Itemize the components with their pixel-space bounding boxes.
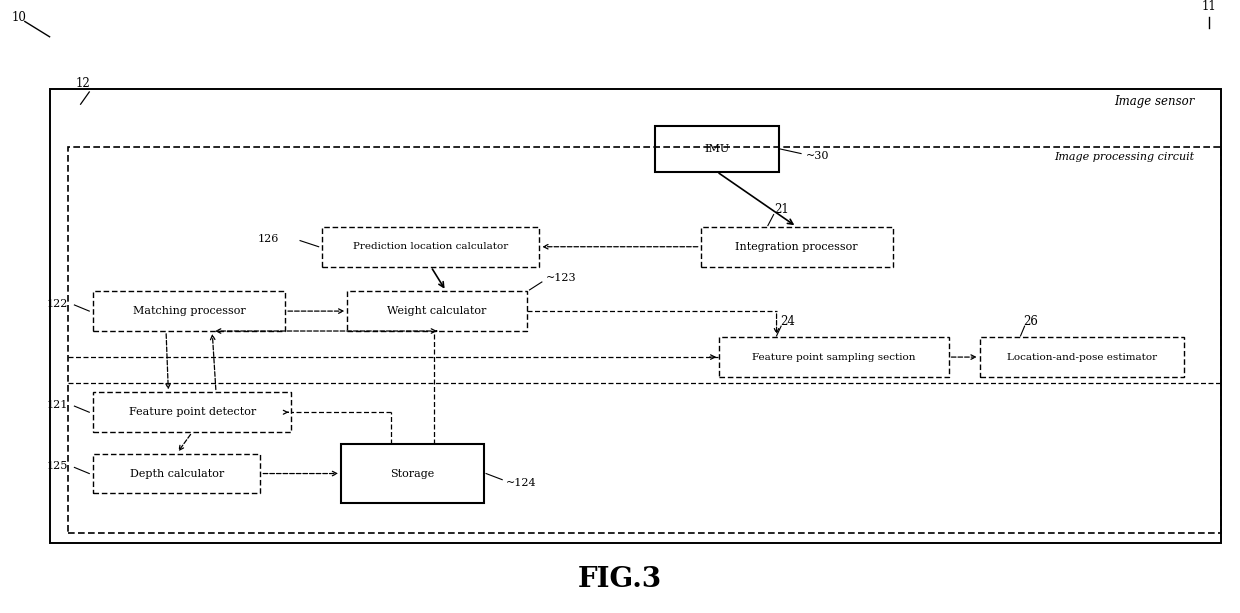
Text: Image sensor: Image sensor xyxy=(1114,95,1194,108)
Bar xyxy=(50,89,1221,543)
Bar xyxy=(701,227,893,267)
Text: ~124: ~124 xyxy=(506,478,537,488)
Text: 125: 125 xyxy=(47,461,68,471)
Bar xyxy=(347,291,527,331)
Text: 12: 12 xyxy=(76,77,91,91)
Text: Location-and-pose estimator: Location-and-pose estimator xyxy=(1007,352,1157,362)
Text: Weight calculator: Weight calculator xyxy=(387,306,487,316)
Text: Image processing circuit: Image processing circuit xyxy=(1054,152,1194,162)
Text: 122: 122 xyxy=(47,299,68,309)
Bar xyxy=(322,227,539,267)
Bar xyxy=(719,337,949,377)
Text: 24: 24 xyxy=(781,315,795,329)
Bar xyxy=(655,126,779,172)
Text: FIG.3: FIG.3 xyxy=(578,566,662,593)
Text: Matching processor: Matching processor xyxy=(133,306,246,316)
Text: 126: 126 xyxy=(258,234,279,245)
Text: Integration processor: Integration processor xyxy=(735,242,858,252)
Text: Storage: Storage xyxy=(391,468,434,479)
Text: Feature point sampling section: Feature point sampling section xyxy=(753,352,915,362)
Text: ~123: ~123 xyxy=(546,273,577,283)
Text: 10: 10 xyxy=(11,10,26,24)
Bar xyxy=(93,291,285,331)
Text: 121: 121 xyxy=(47,400,68,410)
Text: Depth calculator: Depth calculator xyxy=(129,468,224,479)
Text: Feature point detector: Feature point detector xyxy=(129,407,255,417)
Text: 26: 26 xyxy=(1023,315,1038,329)
Bar xyxy=(980,337,1184,377)
Bar xyxy=(93,392,291,432)
Text: ~30: ~30 xyxy=(806,151,830,161)
Text: Prediction location calculator: Prediction location calculator xyxy=(353,242,508,251)
Bar xyxy=(93,454,260,493)
Text: 11: 11 xyxy=(1202,0,1216,13)
Bar xyxy=(68,147,1221,533)
Text: 21: 21 xyxy=(774,203,789,216)
Text: IMU: IMU xyxy=(704,143,729,154)
Bar xyxy=(341,444,484,503)
